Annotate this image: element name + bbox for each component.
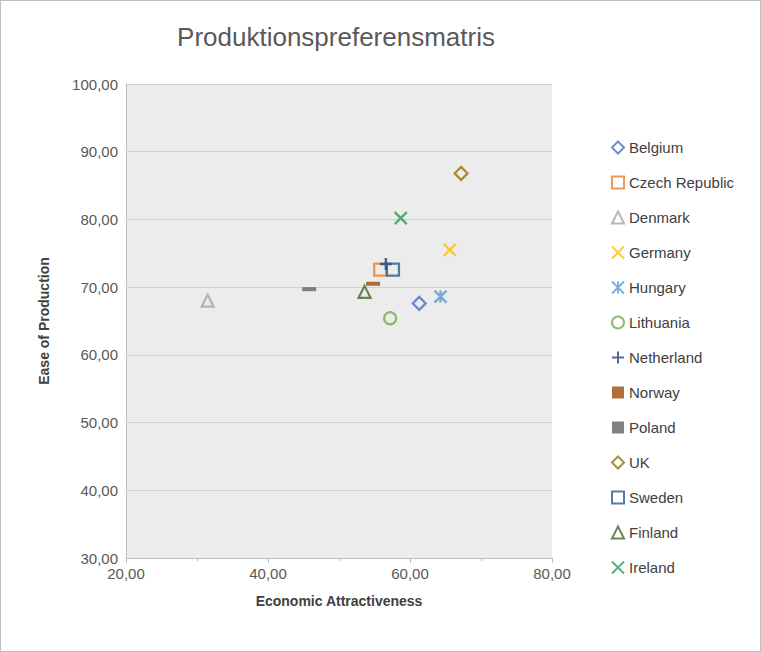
svg-text:Ease of Production: Ease of Production — [36, 257, 52, 385]
svg-text:Sweden: Sweden — [629, 489, 683, 506]
svg-text:40,00: 40,00 — [80, 482, 118, 499]
svg-text:70,00: 70,00 — [80, 279, 118, 296]
svg-text:Belgium: Belgium — [629, 139, 683, 156]
svg-text:Czech Republic: Czech Republic — [629, 174, 735, 191]
svg-text:40,00: 40,00 — [249, 565, 287, 582]
svg-text:Norway: Norway — [629, 384, 680, 401]
svg-text:20,00: 20,00 — [107, 565, 145, 582]
svg-text:UK: UK — [629, 454, 650, 471]
svg-text:90,00: 90,00 — [80, 143, 118, 160]
svg-text:60,00: 60,00 — [391, 565, 429, 582]
svg-text:Germany: Germany — [629, 244, 691, 261]
svg-text:Economic Attractiveness: Economic Attractiveness — [256, 593, 423, 609]
svg-text:Hungary: Hungary — [629, 279, 686, 296]
svg-text:Denmark: Denmark — [629, 209, 690, 226]
svg-text:Finland: Finland — [629, 524, 678, 541]
svg-text:Netherland: Netherland — [629, 349, 702, 366]
svg-text:Lithuania: Lithuania — [629, 314, 691, 331]
svg-text:Poland: Poland — [629, 419, 676, 436]
svg-text:50,00: 50,00 — [80, 414, 118, 431]
svg-text:100,00: 100,00 — [72, 76, 118, 93]
svg-text:80,00: 80,00 — [533, 565, 571, 582]
svg-text:Ireland: Ireland — [629, 559, 675, 576]
svg-text:Produktionspreferensmatris: Produktionspreferensmatris — [177, 22, 495, 52]
svg-text:30,00: 30,00 — [80, 550, 118, 567]
svg-text:60,00: 60,00 — [80, 346, 118, 363]
svg-text:80,00: 80,00 — [80, 211, 118, 228]
